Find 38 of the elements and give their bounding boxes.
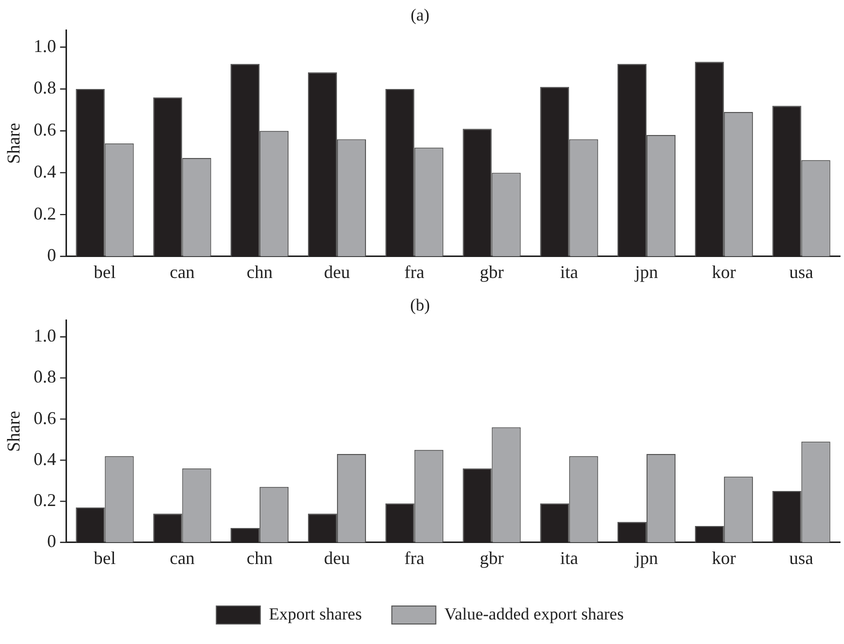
legend-label: Value-added export shares — [444, 604, 624, 624]
x-tick-label: gbr — [480, 262, 504, 282]
y-axis-title: Share — [4, 122, 24, 164]
y-tick-label: 0 — [47, 245, 56, 266]
x-tick-label: chn — [246, 548, 273, 568]
x-tick-label: ita — [560, 262, 578, 282]
y-tick-label: 0.6 — [34, 408, 56, 428]
x-tick-label: usa — [789, 548, 814, 568]
x-tick-label: jpn — [634, 548, 658, 568]
x-tick-label: kor — [712, 548, 736, 568]
x-tick-label: deu — [324, 548, 350, 568]
y-tick-label: 0.4 — [34, 161, 56, 182]
y-tick-label: 0.2 — [34, 203, 56, 224]
x-tick-label: can — [170, 262, 195, 282]
y-tick-label: 1.0 — [34, 36, 56, 56]
y-tick-label: 0.8 — [34, 366, 56, 387]
x-tick-label: ita — [560, 548, 578, 568]
x-tick-label: fra — [404, 548, 424, 568]
y-tick-label: 0 — [47, 531, 56, 552]
y-tick-label: 0.8 — [34, 78, 56, 98]
x-tick-label: bel — [94, 262, 116, 282]
x-tick-label: fra — [404, 262, 424, 282]
chart-title: (a) — [410, 6, 430, 25]
x-tick-label: usa — [789, 262, 814, 282]
x-tick-label: kor — [712, 262, 736, 282]
y-tick-label: 0.2 — [34, 490, 56, 510]
y-tick-label: 0.4 — [34, 448, 56, 469]
x-tick-label: bel — [94, 548, 116, 568]
y-axis-title: Share — [4, 410, 24, 452]
x-tick-label: deu — [324, 262, 350, 282]
legend-label: Export shares — [268, 604, 362, 624]
x-tick-label: can — [170, 548, 195, 568]
x-tick-label: jpn — [634, 262, 658, 282]
y-tick-label: 1.0 — [34, 326, 56, 346]
chart-title: (b) — [410, 296, 430, 315]
x-tick-label: chn — [246, 262, 273, 282]
x-tick-label: gbr — [480, 548, 504, 568]
y-tick-label: 0.6 — [34, 120, 56, 140]
